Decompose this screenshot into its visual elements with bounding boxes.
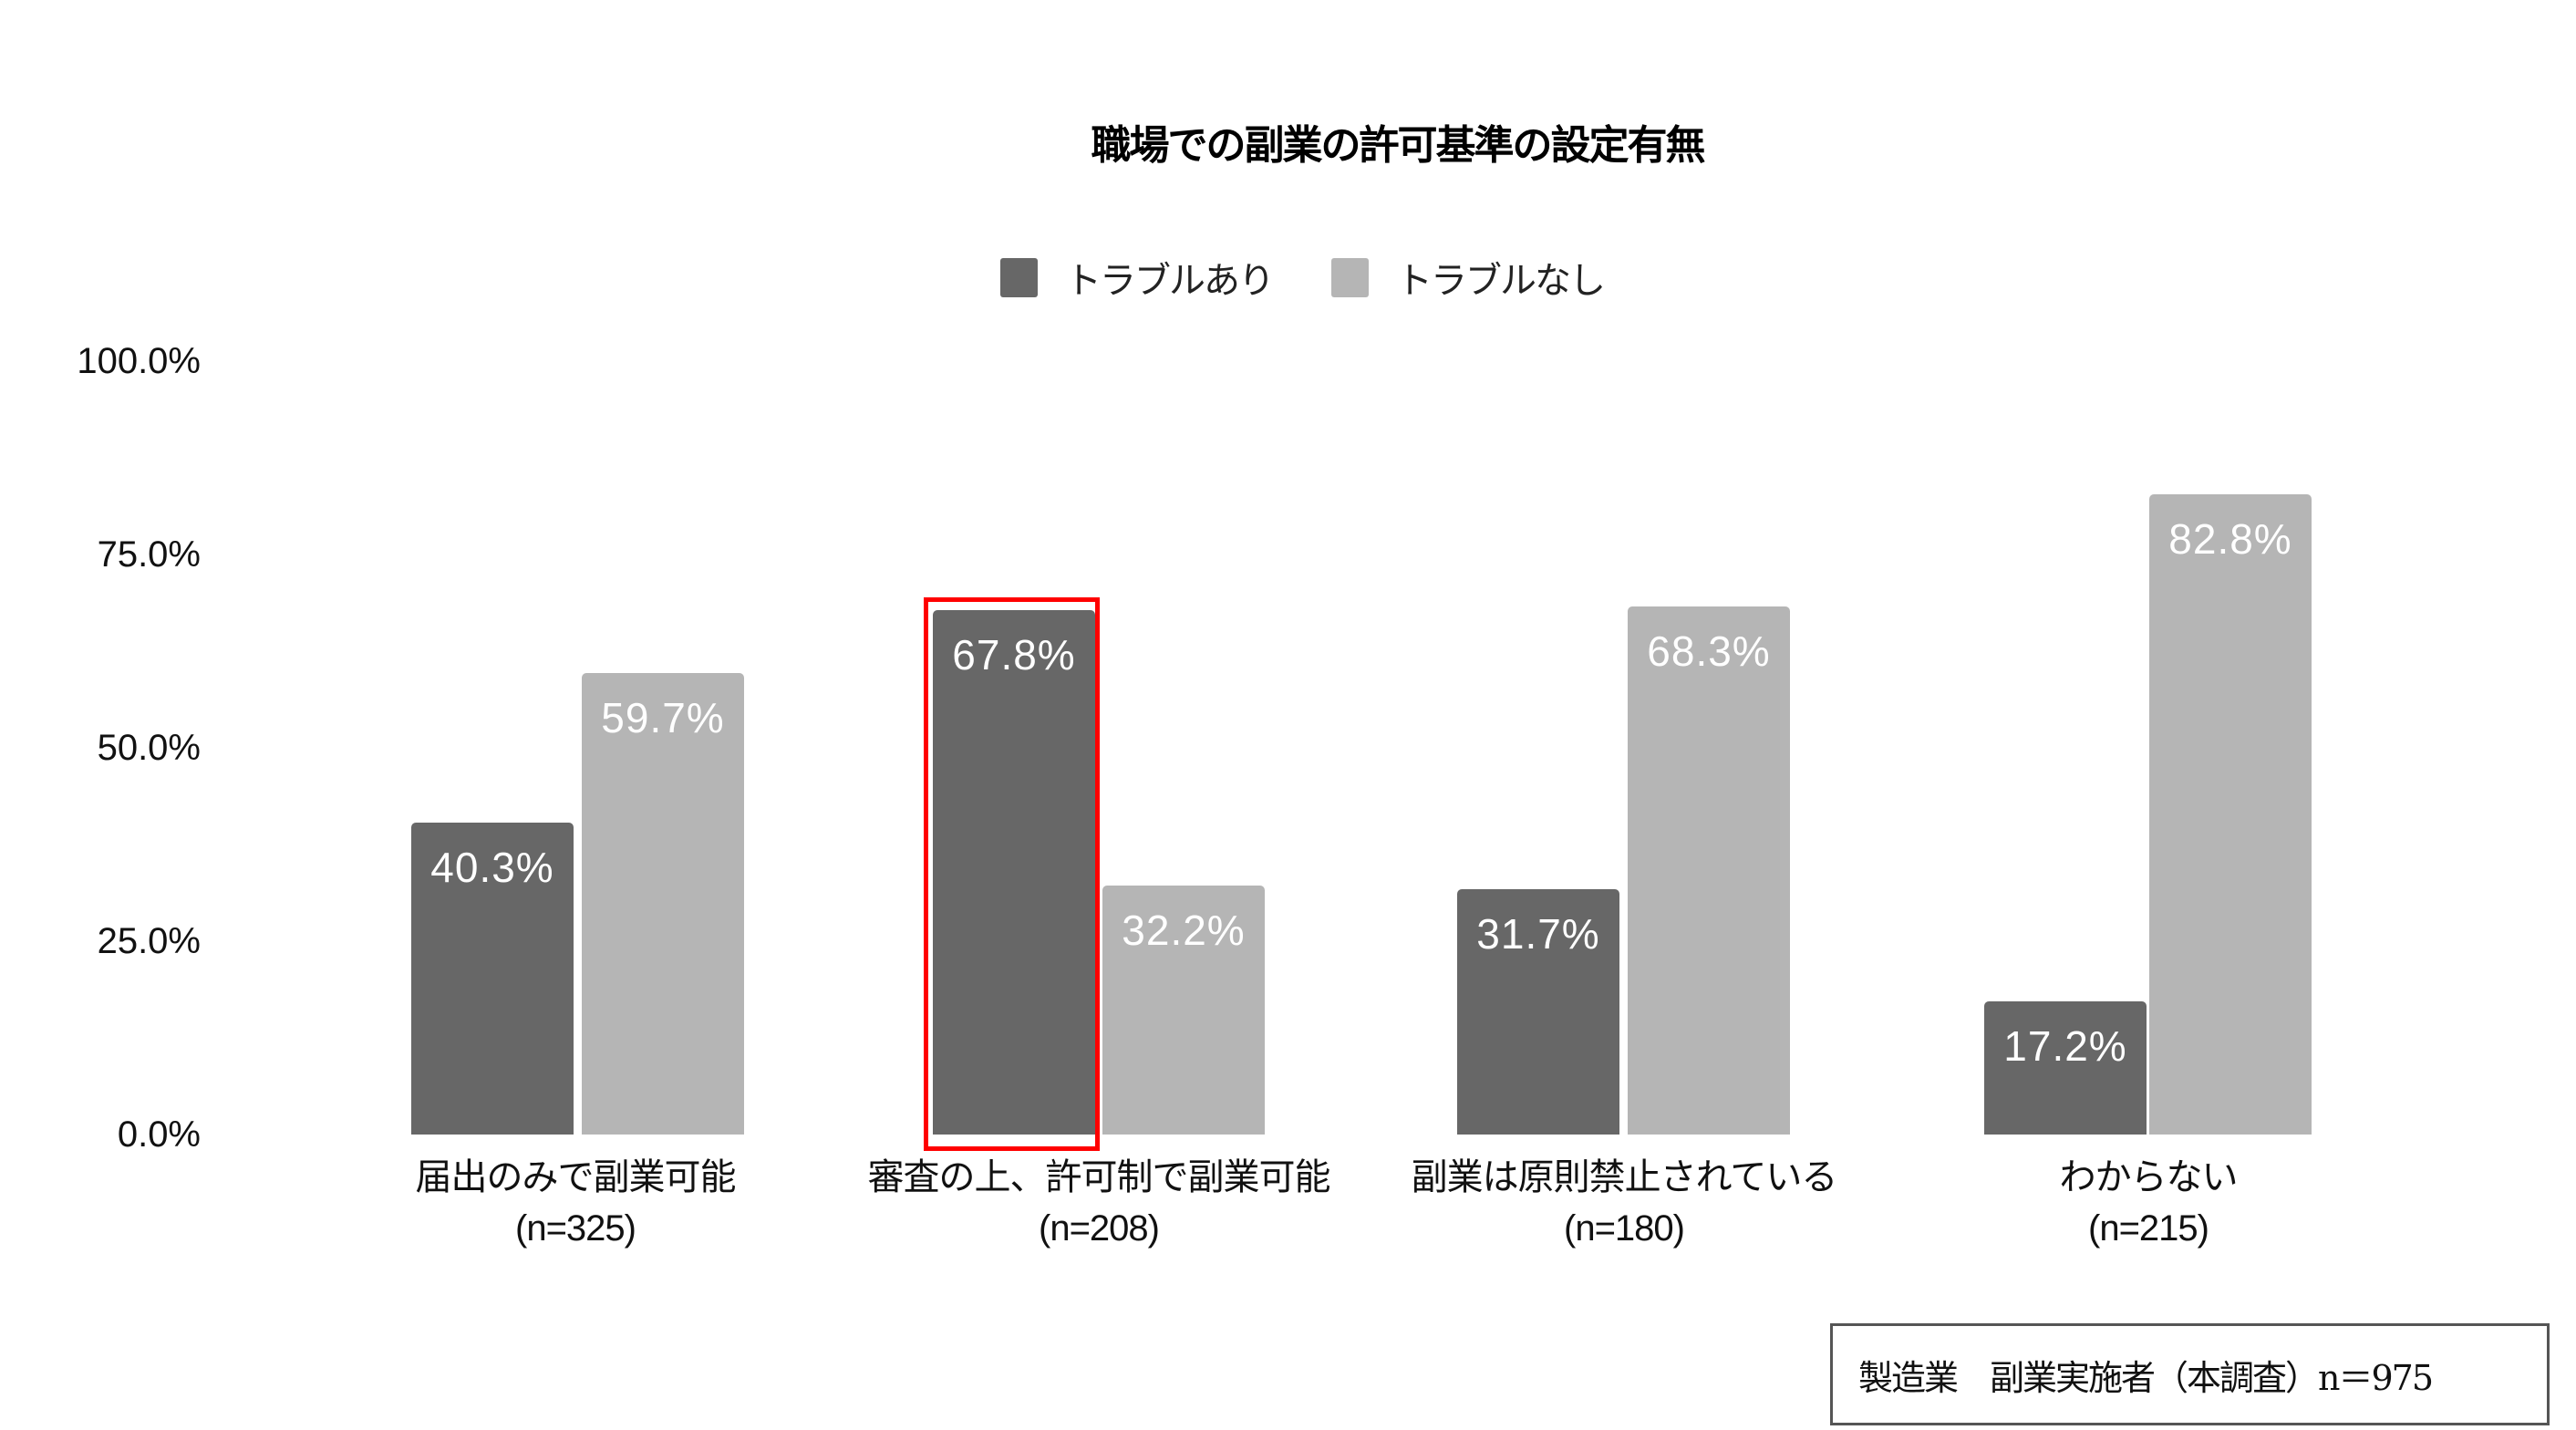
bar-value: 17.2% bbox=[2003, 1022, 2127, 1070]
bar-trouble-no-cat4: 82.8% bbox=[2149, 494, 2312, 1135]
category-name: 届出のみで副業可能 bbox=[415, 1157, 737, 1197]
legend-swatch-light-icon bbox=[1331, 257, 1369, 297]
legend-item-trouble-no: トラブルなし bbox=[1331, 251, 1606, 304]
y-tick-0: 0.0% bbox=[117, 1114, 201, 1155]
bar-trouble-yes-cat2: 67.8% bbox=[933, 610, 1095, 1135]
bar-value: 32.2% bbox=[1122, 907, 1246, 954]
legend: トラブルあり トラブルなし bbox=[1000, 252, 1662, 303]
bar-value: 67.8% bbox=[952, 631, 1076, 679]
bar-trouble-no-cat2: 32.2% bbox=[1102, 886, 1265, 1135]
legend-swatch-dark-icon bbox=[1000, 257, 1038, 297]
category-label-2: 審査の上、許可制で副業可能 (n=208) bbox=[843, 1156, 1354, 1249]
category-label-3: 副業は原則禁止されている (n=180) bbox=[1369, 1156, 1879, 1249]
legend-label: トラブルなし bbox=[1396, 261, 1606, 301]
category-name: わからない bbox=[2059, 1157, 2239, 1197]
category-name: 審査の上、許可制で副業可能 bbox=[867, 1157, 1331, 1197]
bar-value: 68.3% bbox=[1647, 627, 1771, 675]
legend-label: トラブルあり bbox=[1065, 261, 1275, 301]
bar-trouble-yes-cat1: 40.3% bbox=[411, 823, 574, 1135]
category-n: (n=180) bbox=[1564, 1208, 1685, 1249]
category-label-1: 届出のみで副業可能 (n=325) bbox=[320, 1156, 831, 1249]
bar-value: 59.7% bbox=[601, 694, 725, 741]
bar-trouble-yes-cat3: 31.7% bbox=[1457, 889, 1619, 1135]
bar-value: 31.7% bbox=[1476, 910, 1600, 958]
category-label-4: わからない (n=215) bbox=[1893, 1156, 2404, 1249]
y-tick-25: 25.0% bbox=[97, 921, 201, 961]
highlight-box bbox=[924, 597, 1100, 1151]
category-n: (n=325) bbox=[515, 1208, 636, 1249]
footnote-box: 製造業 副業実施者（本調査）n＝975 bbox=[1830, 1323, 2550, 1425]
category-name: 副業は原則禁止されている bbox=[1411, 1157, 1838, 1197]
bar-trouble-no-cat1: 59.7% bbox=[582, 673, 744, 1135]
category-n: (n=215) bbox=[2088, 1208, 2209, 1249]
bar-value: 40.3% bbox=[430, 844, 554, 891]
bar-trouble-yes-cat4: 17.2% bbox=[1984, 1001, 2147, 1135]
bar-trouble-no-cat3: 68.3% bbox=[1628, 606, 1790, 1135]
y-tick-50: 50.0% bbox=[97, 728, 201, 768]
bar-value: 82.8% bbox=[2168, 515, 2292, 563]
category-n: (n=208) bbox=[1039, 1208, 1160, 1249]
y-tick-75: 75.0% bbox=[97, 534, 201, 575]
chart-title: 職場での副業の許可基準の設定有無 bbox=[1091, 122, 1706, 169]
y-tick-100: 100.0% bbox=[77, 341, 201, 381]
legend-item-trouble-yes: トラブルあり bbox=[1000, 251, 1275, 304]
